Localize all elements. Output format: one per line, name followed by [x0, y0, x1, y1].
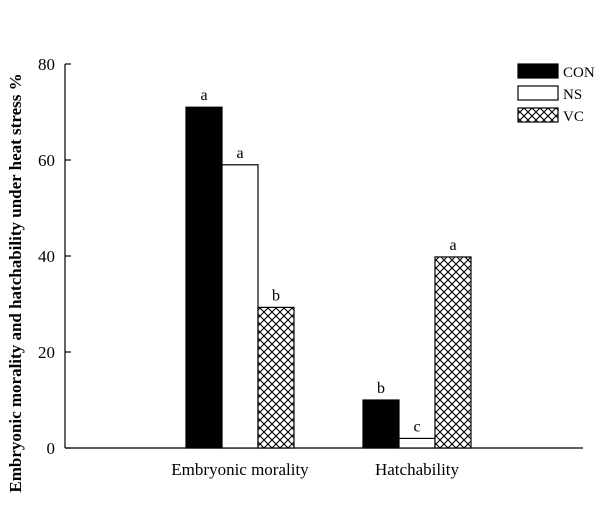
y-tick-label: 20	[38, 343, 55, 362]
bar-ns-embryonic-morality	[221, 164, 259, 449]
x-category-label: Embryonic morality	[171, 460, 309, 479]
significance-letter: b	[272, 287, 280, 304]
y-tick-label: 40	[38, 247, 55, 266]
labels: a a b Embryonic morality b c a Hatchability	[171, 87, 459, 479]
y-tick-label: 0	[47, 439, 56, 458]
bars	[185, 106, 472, 449]
legend: CON NS VC	[517, 63, 595, 125]
legend-label-vc: VC	[563, 109, 584, 125]
legend-label-ns: NS	[563, 87, 582, 103]
significance-letter: a	[200, 87, 207, 104]
significance-letter: a	[236, 145, 243, 162]
bar-con-hatchability	[362, 399, 400, 449]
legend-swatch-vc	[517, 107, 559, 123]
y-tick-label: 60	[38, 151, 55, 170]
significance-letter: a	[449, 237, 456, 254]
y-tick-label: 80	[38, 55, 55, 74]
bar-vc-embryonic-morality	[257, 306, 295, 449]
legend-label-con: CON	[563, 65, 595, 81]
x-category-label: Hatchability	[375, 460, 460, 479]
bar-ns-hatchability	[398, 437, 436, 449]
bar-vc-hatchability	[434, 256, 472, 449]
significance-letter: c	[413, 418, 420, 435]
significance-letter: b	[377, 380, 385, 397]
legend-swatch-con	[517, 63, 559, 79]
bar-con-embryonic-morality	[185, 106, 223, 449]
legend-swatch-ns	[517, 85, 559, 101]
axes: 0 20 40 60 80 Embryonic morality and hatchabi…	[6, 55, 583, 493]
y-axis-label: Embryonic morality and hatchability unde…	[6, 73, 25, 492]
